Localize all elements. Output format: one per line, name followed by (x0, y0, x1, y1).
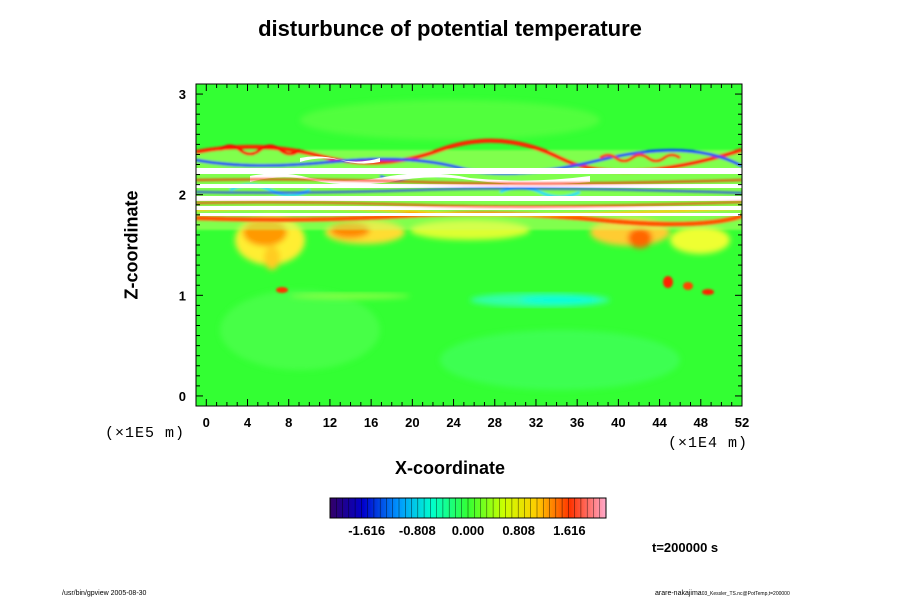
footer-right-small: 03_Kessler_TS.nc@PotTemp,t=200000 (701, 591, 790, 597)
colorbar-frame (329, 497, 607, 519)
x-tick-label: 44 (652, 415, 667, 430)
x-tick-label: 0 (203, 415, 210, 430)
y-tick-label: 0 (179, 389, 186, 404)
colorbar-tick-label: 0.000 (451, 523, 485, 538)
y-scale-note: (×1E5 m) (105, 425, 186, 442)
y-axis-label: Z-coordinate (121, 190, 142, 300)
x-tick-label: 36 (570, 415, 584, 430)
x-tick-label: 40 (611, 415, 625, 430)
footer-left: /usr/bin/gpview 2005-08-30 (62, 590, 147, 597)
colorbar-tick-label: 0.808 (502, 523, 535, 538)
heatmap-field (196, 84, 742, 406)
axis-ticks (196, 83, 743, 406)
x-axis-label: X-coordinate (394, 458, 505, 478)
time-label: t=200000 s (652, 540, 719, 555)
colorbar-tick-label: -0.808 (398, 523, 436, 538)
x-tick-label: 8 (285, 415, 292, 430)
y-tick-label: 3 (179, 87, 186, 102)
colorbar-tick-label: -1.616 (348, 523, 386, 538)
x-tick-label: 12 (323, 415, 337, 430)
x-tick-label: 20 (405, 415, 419, 430)
x-tick-label: 32 (529, 415, 543, 430)
x-tick-label: 4 (244, 415, 252, 430)
x-tick-label: 16 (364, 415, 378, 430)
x-tick-label: 24 (446, 415, 461, 430)
colorbar-divisions (336, 498, 600, 518)
y-tick-label: 1 (179, 288, 186, 303)
footer-right: arare-nakajima03_Kessler_TS.nc@PotTemp,t… (655, 590, 790, 597)
y-tick-label: 2 (179, 188, 186, 203)
x-tick-label: 52 (735, 415, 749, 430)
x-tick-label: 28 (488, 415, 502, 430)
chart-title: disturbunce of potential temperature (258, 16, 642, 41)
x-tick-label: 48 (694, 415, 708, 430)
colorbar-tick-label: 1.616 (553, 523, 586, 538)
footer-right-main: arare-nakajima (655, 590, 702, 597)
x-scale-note: (×1E4 m) (668, 435, 749, 452)
